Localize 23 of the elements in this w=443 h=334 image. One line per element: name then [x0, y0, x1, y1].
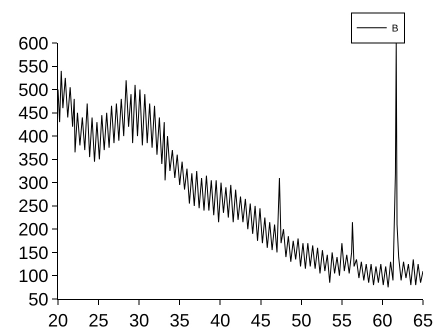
y-tick-label: 600 — [18, 33, 48, 54]
x-tick-label: 35 — [170, 310, 190, 331]
x-tick-label: 20 — [48, 310, 68, 331]
x-tick-label: 60 — [372, 310, 392, 331]
x-tick-label: 45 — [250, 310, 271, 331]
y-tick-label: 100 — [18, 266, 48, 286]
y-tick-label: 250 — [18, 196, 48, 216]
x-tick-label: 30 — [129, 310, 150, 331]
legend-label: B — [392, 24, 399, 35]
x-tick-label: 50 — [291, 310, 312, 331]
x-tick-label: 25 — [88, 310, 109, 331]
y-tick-label: 400 — [18, 126, 48, 146]
x-tick-label: 55 — [332, 310, 352, 331]
y-tick-label: 200 — [18, 219, 48, 240]
y-tick-label: 550 — [18, 56, 48, 77]
y-tick-label: 150 — [18, 242, 48, 263]
y-tick-label: 50 — [28, 289, 48, 310]
x-tick-label: 65 — [412, 310, 434, 331]
y-tick-label: 350 — [18, 150, 48, 170]
x-tick-label: 40 — [210, 310, 230, 331]
y-tick-label: 300 — [18, 172, 48, 193]
y-tick-label: 500 — [18, 80, 48, 100]
y-tick-label: 450 — [18, 103, 48, 124]
